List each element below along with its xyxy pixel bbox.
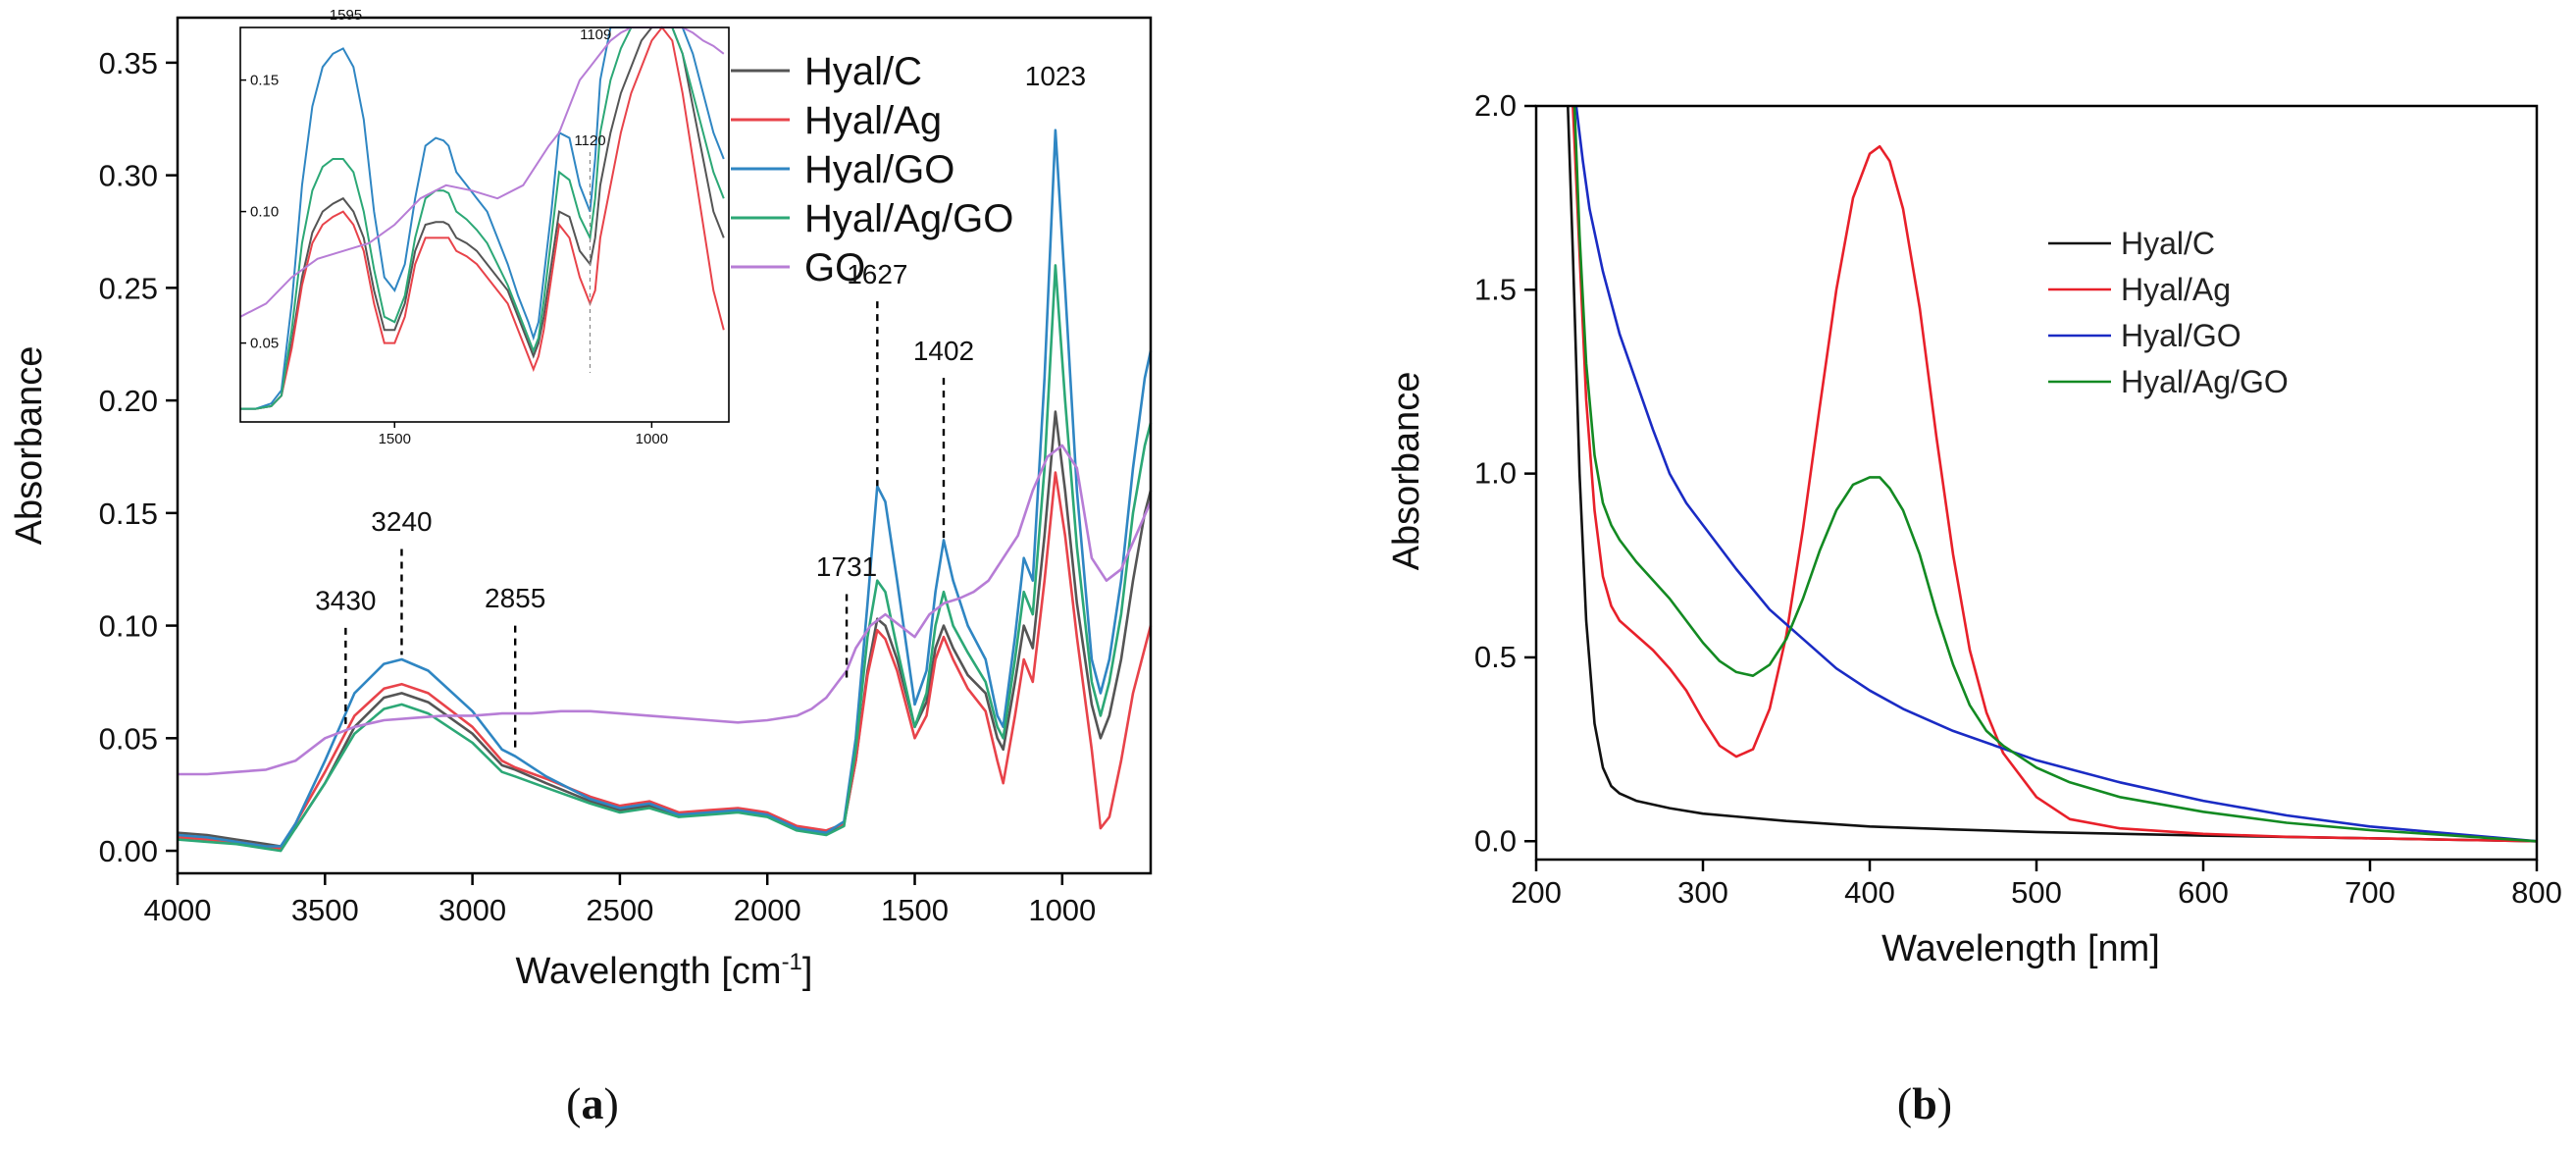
panel-a-x-tick-label: 3000	[438, 893, 506, 927]
annotation-label-1402: 1402	[913, 336, 974, 366]
panel-a-x-tick-label: 3500	[291, 893, 359, 927]
legend-a-label-hyal-go: Hyal/GO	[804, 148, 954, 191]
inset-x-tick-label: 1000	[636, 431, 668, 447]
inset-x-tick-label: 1500	[379, 431, 411, 447]
inset-series-hyal-c	[240, 26, 725, 410]
panel-b-y-tick-label: 0.5	[1474, 640, 1517, 674]
panel-b-x-tick-label: 300	[1677, 875, 1728, 910]
panel-b-y-tick-label: 1.5	[1474, 272, 1517, 306]
panel-a-x-axis-title-end: ]	[802, 951, 813, 992]
legend-a-label-go: GO	[804, 246, 865, 289]
panel-b-x-tick-label: 500	[2011, 875, 2062, 910]
panel-a-series-go	[178, 444, 1153, 776]
annotation-label-1731: 1731	[816, 551, 877, 582]
panel-a-plot-frame	[176, 16, 1153, 875]
panel-b-series-hyal-ag-go	[1572, 105, 2538, 843]
panel-b-y-ticks: 0.0 0.5 1.0 1.5 2.0	[1474, 88, 1536, 858]
panel-b-chart: 200 300 400 500 600 700 800 0.0 0.5 1.0 1.5 2.0 Ab…	[1386, 88, 2562, 969]
panel-a-x-tick-label: 2000	[734, 893, 801, 927]
legend-a-label-hyal-c: Hyal/C	[804, 50, 922, 93]
inset-annotation-1595: 1595	[330, 7, 362, 24]
panel-b-y-axis-title: Absorbance	[1386, 372, 1427, 571]
panel-b-legend: Hyal/C Hyal/Ag Hyal/GO Hyal/Ag/GO	[2048, 226, 2289, 399]
inset-annotation-guides: 1595 1109 1120	[330, 7, 611, 373]
panel-a-x-ticks: 4000 3500 3000 2500 2000 1500 1000	[144, 873, 1096, 927]
panel-b-label-letter: b	[1912, 1078, 1937, 1128]
panel-b-series-hyal-go	[1574, 105, 2538, 843]
panel-a-series-hyal-ag-go	[177, 264, 1153, 853]
inset-y-tick-label: 0.05	[250, 336, 279, 352]
legend-b-label-hyal-go: Hyal/GO	[2121, 318, 2241, 353]
panel-b-x-tick-label: 400	[1844, 875, 1895, 910]
legend-b-label-hyal-c: Hyal/C	[2121, 226, 2215, 261]
panel-b-series-hyal-ag	[1571, 105, 2538, 843]
panel-a-inset: 1595 1109 1120 1500 1000 0.05 0.10 0.15	[239, 7, 730, 447]
panel-b-y-tick-label: 2.0	[1474, 88, 1517, 123]
annotation-label-3240: 3240	[371, 506, 432, 537]
panel-a-y-tick-label: 0.30	[99, 159, 158, 193]
panel-a-chart: 3430 3240 2855 1731 1627 1402 1023 4000 3500 300…	[9, 7, 1153, 992]
inset-annotation-1120: 1120	[574, 132, 605, 149]
panel-b-x-tick-label: 700	[2344, 875, 2396, 910]
panel-b-y-tick-label: 1.0	[1474, 456, 1517, 491]
panel-a-x-tick-label: 1000	[1028, 893, 1096, 927]
inset-y-tick-label: 0.10	[250, 204, 279, 221]
annotation-label-2855: 2855	[485, 583, 545, 613]
panel-b-label: (b)	[1897, 1078, 1952, 1128]
legend-a-label-hyal-ag-go: Hyal/Ag/GO	[804, 197, 1013, 240]
legend-a-label-hyal-ag: Hyal/Ag	[804, 99, 942, 142]
panel-b-x-tick-label: 800	[2511, 875, 2562, 910]
panel-a-x-tick-label: 2500	[586, 893, 653, 927]
panel-a-y-tick-label: 0.05	[99, 721, 158, 756]
inset-y-tick-label: 0.15	[250, 73, 279, 89]
panel-b-x-tick-label: 600	[2178, 875, 2229, 910]
panel-a-y-tick-label: 0.15	[99, 497, 158, 531]
panel-a-y-ticks: 0.00 0.05 0.10 0.15 0.20 0.25 0.30 0.35	[99, 46, 178, 868]
panel-b-x-ticks: 200 300 400 500 600 700 800	[1511, 860, 2562, 910]
panel-a-y-tick-label: 0.10	[99, 609, 158, 644]
panel-a-series-hyal-go	[177, 129, 1153, 848]
legend-b-label-hyal-ag: Hyal/Ag	[2121, 272, 2231, 307]
panel-a-label: (a)	[566, 1078, 619, 1128]
panel-a-series-group	[177, 129, 1153, 853]
panel-a-y-tick-label: 0.35	[99, 46, 158, 80]
panel-b-series-hyal-c	[1567, 105, 2538, 843]
panel-a-y-tick-label: 0.25	[99, 271, 158, 305]
inset-background	[240, 27, 729, 422]
panel-a-x-axis-title: Wavelength [cm-1]	[516, 949, 813, 992]
legend-b-label-hyal-ag-go: Hyal/Ag/GO	[2121, 364, 2289, 399]
inset-annotation-1109: 1109	[580, 26, 611, 43]
panel-a-y-axis-title: Absorbance	[9, 346, 50, 546]
panel-a-y-tick-label: 0.00	[99, 834, 158, 868]
inset-ticks: 1500 1000 0.05 0.10 0.15	[240, 73, 668, 447]
panel-a-x-axis-title-main: Wavelength [cm	[516, 951, 782, 992]
panel-b-x-axis-title: Wavelength [nm]	[1881, 928, 2160, 969]
annotation-label-3430: 3430	[315, 586, 376, 616]
panel-a-annotation-guides: 3430 3240 2855 1731 1627 1402 1023	[315, 61, 1086, 750]
panel-b-series-group	[1567, 105, 2538, 843]
panel-a-y-tick-label: 0.20	[99, 384, 158, 418]
inset-series-hyal-ag	[240, 26, 725, 410]
panel-b-y-tick-label: 0.0	[1474, 823, 1517, 858]
inset-frame	[239, 26, 730, 423]
panel-a-label-letter: a	[582, 1078, 604, 1128]
panel-a-x-tick-label: 4000	[144, 893, 212, 927]
panel-a-legend: Hyal/C Hyal/Ag Hyal/GO Hyal/Ag/GO GO	[731, 50, 1013, 289]
annotation-label-1023: 1023	[1025, 61, 1086, 91]
panel-b-plot-frame	[1534, 104, 2539, 862]
panel-a-x-axis-title-sup: -1	[782, 949, 802, 975]
panel-a-series-hyal-ag	[177, 471, 1153, 851]
panel-b-x-tick-label: 200	[1511, 875, 1562, 910]
annotation-label-1627: 1627	[847, 259, 907, 289]
panel-a-x-tick-label: 1500	[881, 893, 949, 927]
